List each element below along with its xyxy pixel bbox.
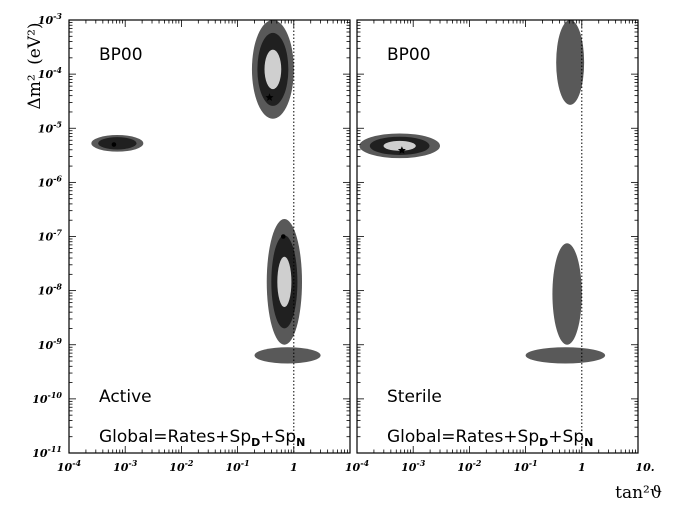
x-tick-label-end: 10. [635, 461, 654, 474]
best-fit-marker [265, 93, 274, 101]
x-tick-label: 1 [290, 461, 298, 474]
panel-analysis-label: Global=Rates+SpD+SpN [99, 427, 305, 449]
y-axis-title-unit: (eV²) [25, 22, 45, 64]
y-tick-label: 10-7 [38, 228, 63, 244]
region-low-outer [552, 243, 582, 345]
x-tick-label: 10-3 [401, 458, 426, 474]
x-tick-label: 10-1 [513, 458, 537, 474]
local-minimum-marker [111, 142, 117, 147]
region-sma-inner [383, 140, 416, 151]
panel-sterile: BP00 Sterile Global=Rates+SpD+SpN [356, 19, 639, 454]
x-tick-labels: 10-4 10-3 10-2 10-1 1 10-4 10-3 10-2 10-1 1 10. [57, 458, 655, 474]
panel-title: BP00 [99, 45, 143, 65]
panels: BP00 Active Global=Rates+SpD+SpN BP00 Steril… [68, 19, 639, 454]
region-sma-middle [98, 137, 137, 150]
region-lma-outer [556, 20, 585, 105]
y-tick-label: 10-4 [38, 65, 63, 81]
y-axis-title: Δm² (eV²) [25, 22, 45, 109]
y-tick-label: 10-11 [32, 444, 62, 460]
region-vac-outer [525, 347, 606, 364]
region-low-inner [277, 256, 292, 308]
x-axis-title: tan²ϑ [615, 483, 662, 503]
x-tick-label: 10-2 [457, 458, 482, 474]
y-tick-label: 10-9 [38, 336, 63, 352]
x-tick-label: 10-2 [169, 458, 194, 474]
panel-case-label: Active [99, 387, 152, 407]
panel-analysis-label: Global=Rates+SpD+SpN [387, 427, 593, 449]
y-tick-label: 10-8 [38, 282, 63, 298]
y-tick-label: 10-3 [38, 11, 63, 27]
y-tick-label: 10-6 [38, 173, 63, 189]
local-minimum-marker [280, 234, 286, 239]
y-tick-label: 10-5 [38, 119, 63, 135]
y-tick-labels: 10-3 10-4 10-5 10-6 10-7 10-8 10-9 10-10 10-11 [32, 11, 62, 460]
panel-title: BP00 [387, 45, 431, 65]
x-tick-label: 10-4 [57, 458, 82, 474]
panel-case-label: Sterile [387, 387, 442, 407]
axis-ticks [68, 20, 350, 454]
axis-ticks [356, 20, 638, 454]
y-axis-title-prefix: Δm² [25, 74, 45, 109]
region-vac-outer [254, 347, 321, 364]
x-tick-label: 10-3 [113, 458, 138, 474]
svg-text:Δm² (eV²): Δm² (eV²) [25, 22, 45, 109]
best-fit-marker [397, 146, 406, 154]
panel-active: BP00 Active Global=Rates+SpD+SpN [68, 19, 351, 454]
x-tick-label: 10-4 [345, 458, 370, 474]
region-lma-inner [264, 49, 282, 90]
y-tick-label: 10-10 [32, 390, 62, 406]
x-tick-label: 1 [578, 461, 586, 474]
x-tick-label: 10-1 [225, 458, 249, 474]
